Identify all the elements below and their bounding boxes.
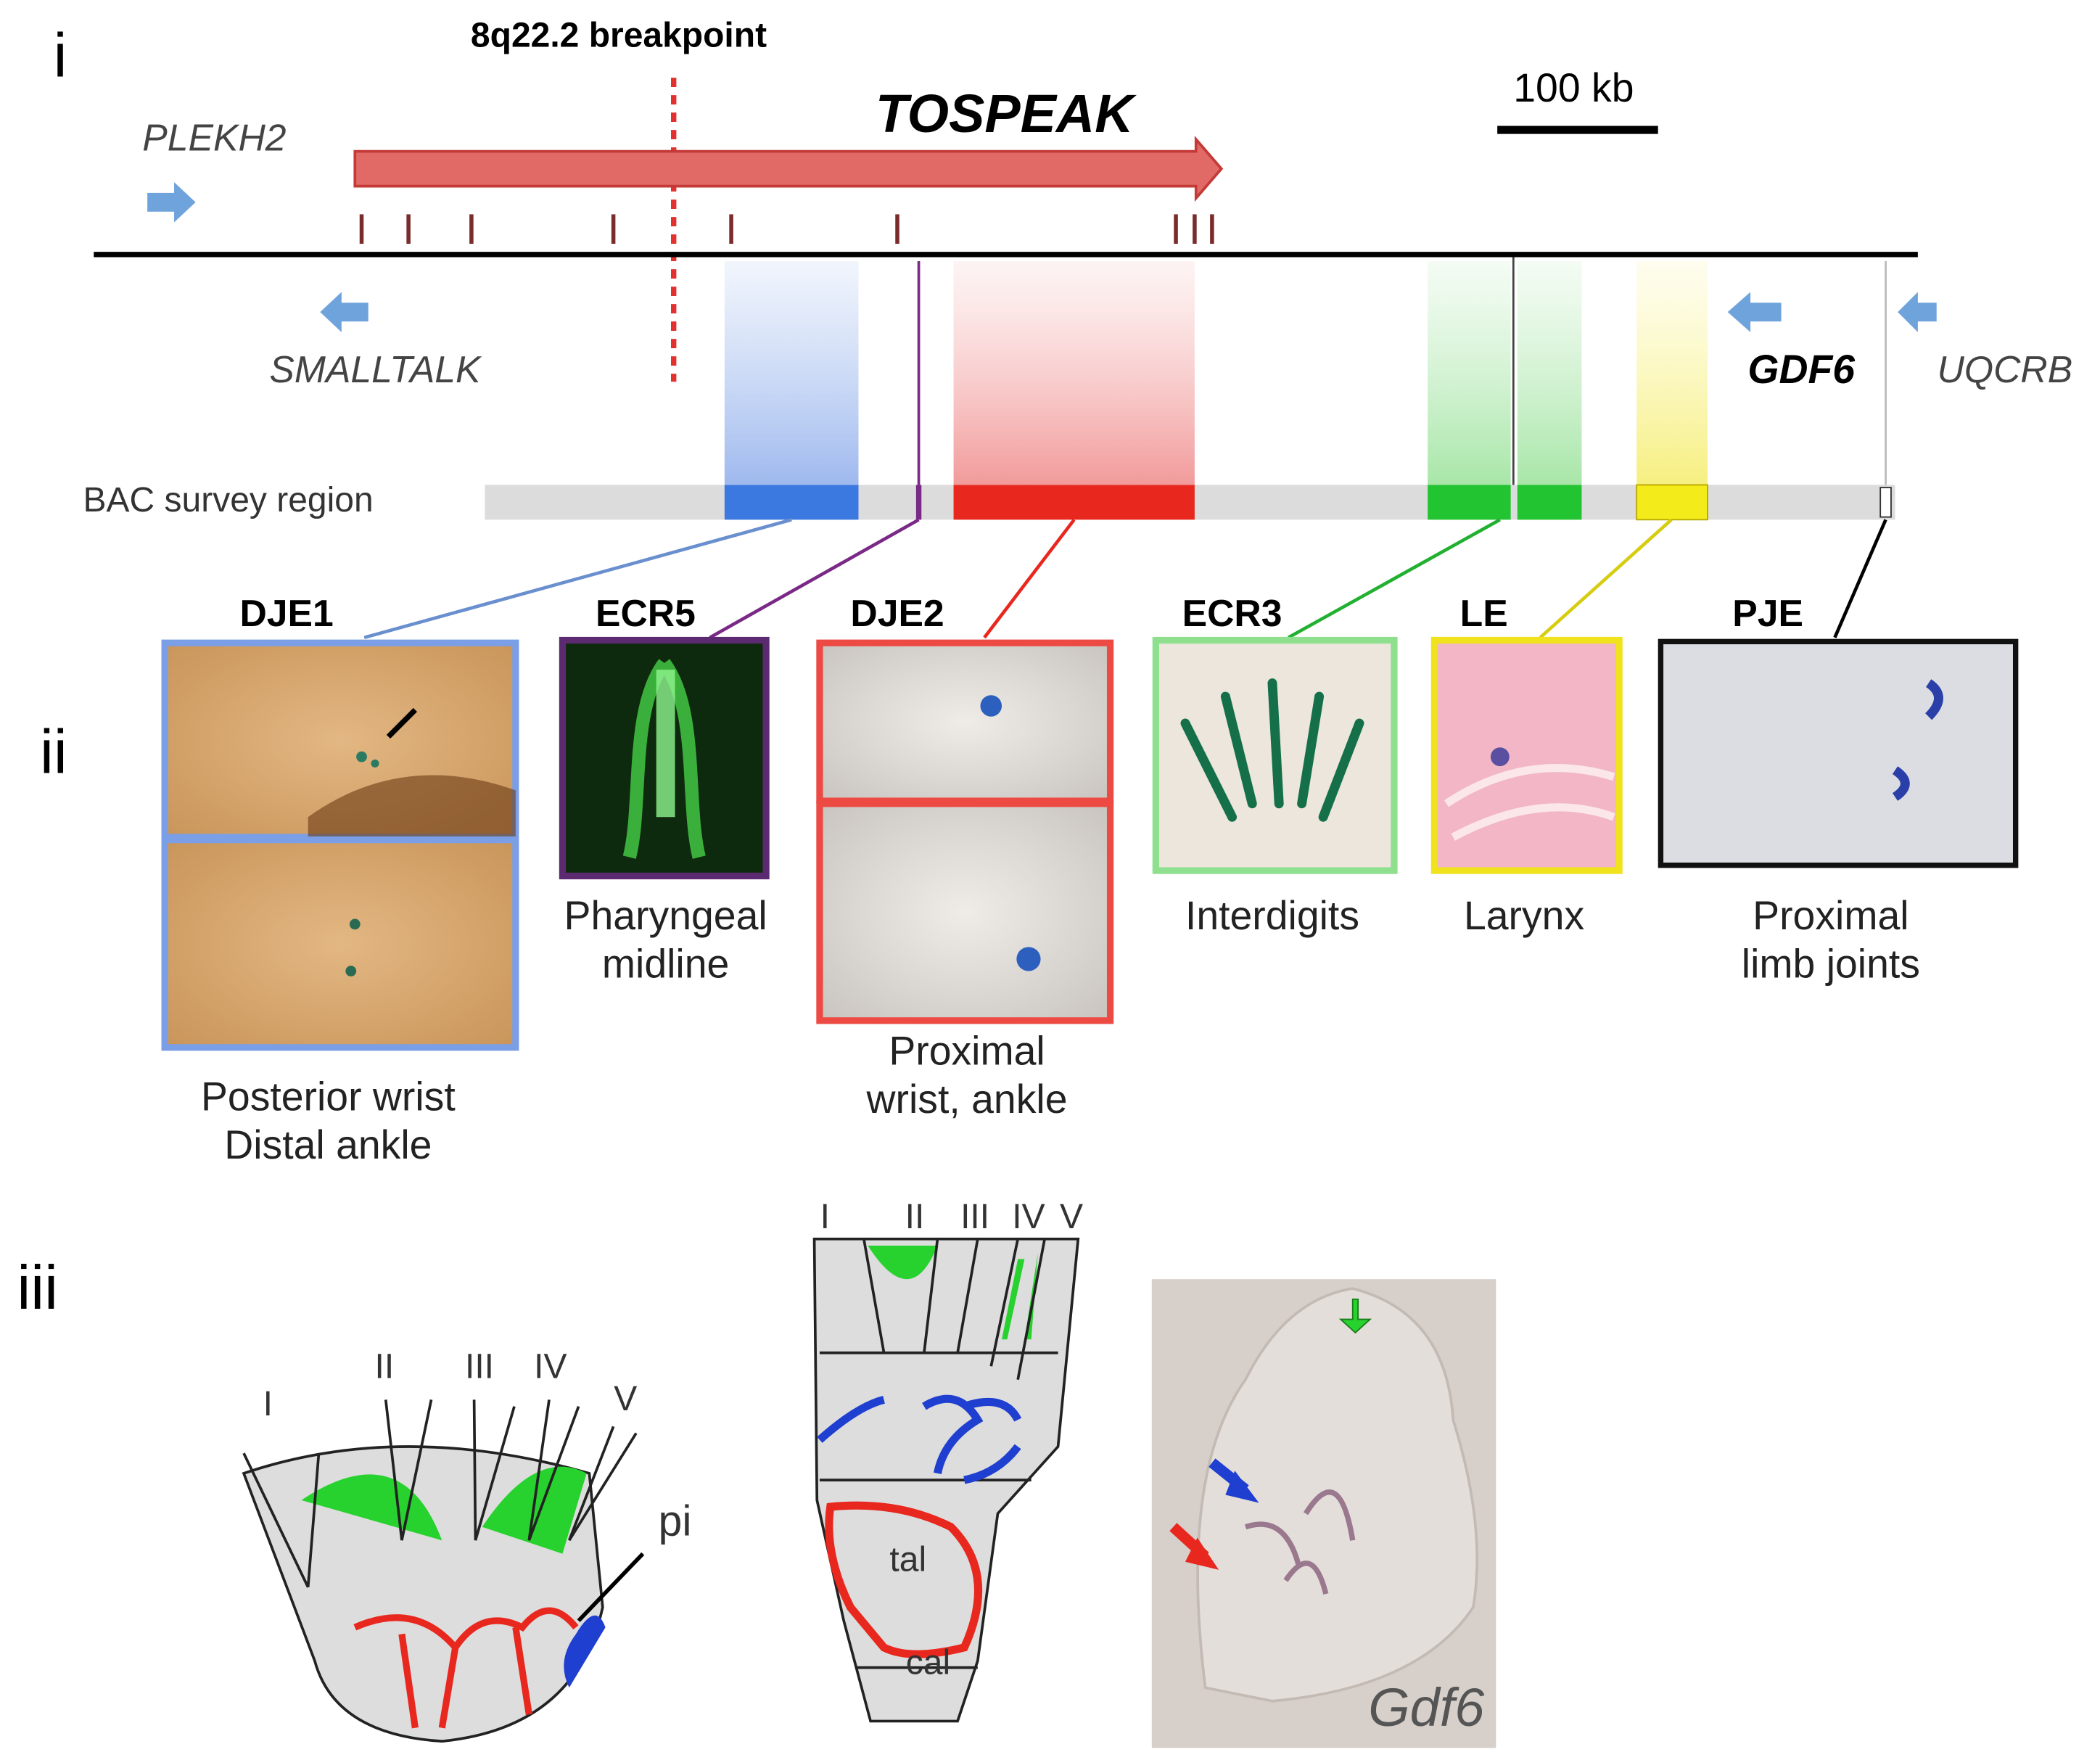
ticks — [359, 214, 1214, 244]
band — [724, 261, 859, 485]
bone-label: tal — [889, 1540, 926, 1579]
scale-bar-label: 100 kb — [1513, 65, 1634, 110]
element-description: limb joints — [1742, 942, 1920, 987]
element-name: ECR5 — [596, 592, 696, 634]
image-panels — [161, 636, 2019, 1051]
element-name: LE — [1460, 592, 1508, 634]
digit-label: I — [263, 1385, 273, 1423]
element-description: Proximal — [1753, 893, 1908, 938]
element-description: Distal ankle — [224, 1122, 432, 1167]
gene-label: GDF6 — [1747, 347, 1856, 392]
breakpoint-label: 8q22.2 breakpoint — [471, 16, 767, 54]
band — [1428, 261, 1511, 485]
element-description: midline — [602, 942, 729, 987]
element-description: Proximal — [889, 1029, 1045, 1074]
digit-label: I — [820, 1198, 830, 1236]
digit-label: III — [465, 1348, 494, 1386]
digit-label: II — [375, 1348, 395, 1386]
element-name: PJE — [1732, 592, 1803, 634]
element-name: DJE2 — [850, 592, 944, 634]
hand-diagram: I II III IV V pi — [242, 1348, 692, 1743]
band — [953, 261, 1195, 485]
element-name: ECR3 — [1182, 592, 1282, 634]
bac-label: BAC survey region — [83, 481, 373, 519]
connectors — [363, 518, 1887, 640]
element-description: wrist, ankle — [866, 1077, 1068, 1122]
element-name: DJE1 — [239, 592, 333, 634]
tospeak-arrow — [353, 136, 1224, 202]
hand-label: pi — [659, 1497, 692, 1545]
digit-label: III — [960, 1198, 989, 1236]
gene-label: PLEKH2 — [142, 117, 286, 159]
gdf6-photo: Gdf6 — [1151, 1279, 1496, 1748]
element-description: Interdigits — [1185, 893, 1359, 938]
tospeak-label: TOSPEAK — [876, 83, 1137, 144]
panel-label: iii — [17, 1253, 58, 1322]
panel-label: i — [54, 21, 67, 90]
band — [1517, 261, 1582, 485]
element-description: Larynx — [1464, 893, 1585, 938]
element-description: Posterior wrist — [201, 1074, 456, 1119]
panel-label: ii — [40, 717, 67, 786]
digit-label: IV — [1012, 1198, 1045, 1236]
gene-arrows — [147, 182, 1937, 332]
photo-label: Gdf6 — [1368, 1677, 1485, 1738]
digit-label: V — [614, 1380, 637, 1418]
band — [1636, 261, 1708, 485]
digit-label: IV — [534, 1348, 567, 1386]
gene-label: UQCRB — [1938, 348, 2073, 390]
gene-label: SMALLTALK — [269, 348, 482, 390]
element-description: Pharyngeal — [564, 893, 767, 938]
digit-label: V — [1060, 1198, 1083, 1236]
enhancer-bands — [724, 254, 1887, 516]
bone-label: cal — [906, 1644, 950, 1682]
bac-segments — [724, 484, 1892, 521]
digit-label: II — [905, 1198, 925, 1236]
foot-diagram: I II III IV V tal cal — [812, 1198, 1083, 1723]
